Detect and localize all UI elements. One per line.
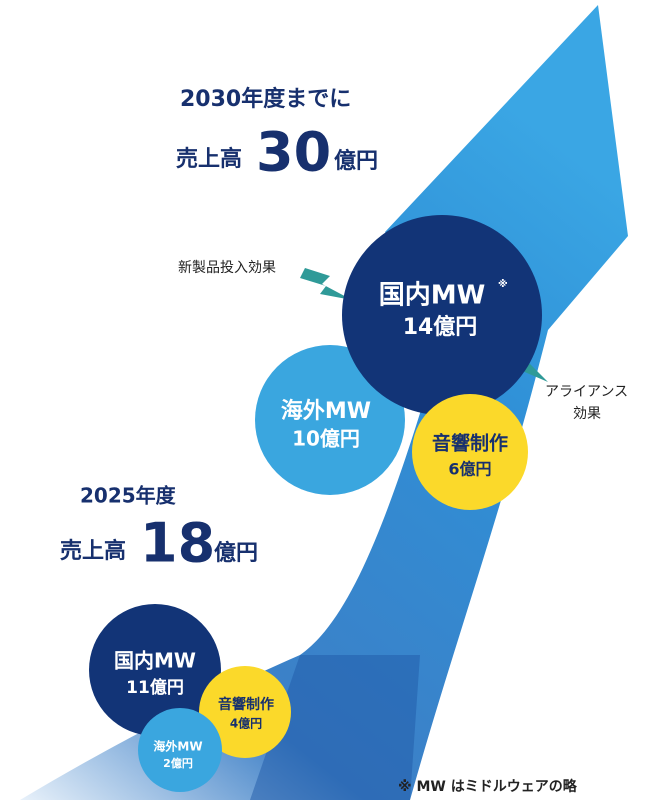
bubble-amount: 14億円: [403, 314, 478, 340]
bubble: [199, 666, 291, 758]
bubble-amount: 2億円: [163, 756, 193, 770]
effect-label: 効果: [573, 406, 601, 422]
bubble: [342, 215, 542, 415]
bubble-amount: 10億円: [292, 427, 360, 451]
sales-amount: 18: [140, 512, 215, 575]
bubble: [255, 345, 405, 495]
bubble-name: 国内MW: [379, 281, 486, 311]
sales-amount: 30: [256, 121, 331, 184]
effect-label: アライアンス: [545, 384, 628, 400]
growth-arrow: [20, 5, 628, 800]
bubble-amount: 6億円: [448, 460, 491, 479]
effect-bolt: [300, 268, 352, 300]
bubble-name: 海外MW: [281, 398, 371, 424]
bubble: [412, 394, 528, 510]
sales-unit: 億円: [334, 148, 378, 174]
bubble-name: 音響制作: [218, 696, 274, 713]
bubble-name: 国内MW: [114, 649, 196, 673]
bubble-amount: 4億円: [230, 716, 262, 731]
bubble-mark: ※: [498, 278, 508, 290]
period-2025: 2025年度: [80, 484, 177, 508]
bubble-name: 海外MW: [153, 739, 202, 754]
sales-label: 売上高: [176, 146, 242, 172]
footnote: ※ MW はミドルウェアの略: [398, 778, 578, 795]
arrow-fold: [250, 655, 420, 800]
sales-unit: 億円: [214, 540, 258, 566]
sales-label: 売上高: [60, 538, 126, 564]
bubble: [89, 604, 221, 736]
effect-label: 新製品投入効果: [178, 260, 276, 276]
bubble-amount: 11億円: [126, 677, 184, 698]
bubble: [138, 708, 222, 792]
bubble-name: 音響制作: [432, 432, 508, 455]
period-2030: 2030年度までに: [180, 86, 351, 112]
